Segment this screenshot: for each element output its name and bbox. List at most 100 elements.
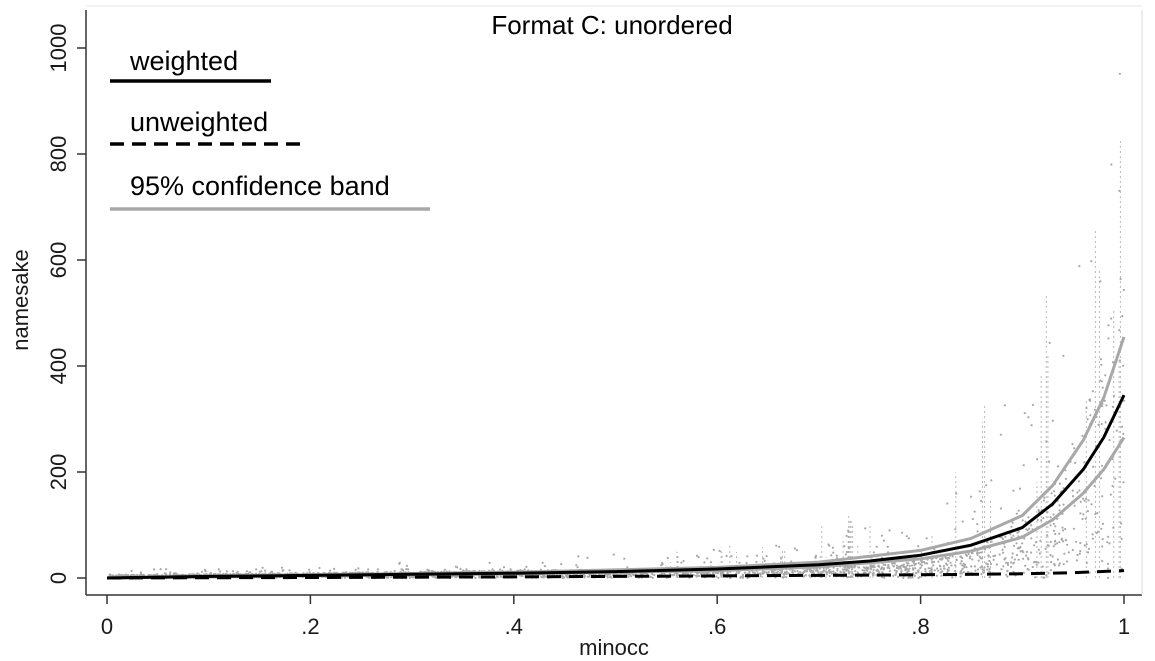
scatter-point — [1019, 545, 1022, 549]
scatter-point — [943, 567, 946, 570]
scatter-point — [696, 572, 700, 575]
scatter-point — [562, 576, 566, 579]
scatter-point — [1073, 504, 1076, 507]
scatter-point — [443, 568, 446, 571]
scatter-point — [954, 564, 957, 567]
scatter-point — [255, 568, 258, 571]
scatter-point — [949, 561, 952, 564]
scatter-point — [249, 571, 252, 574]
scatter-point — [588, 575, 591, 578]
y-tick-label: 400 — [46, 348, 71, 385]
scatter-point — [695, 554, 699, 557]
scatter-point — [853, 566, 856, 569]
scatter-point — [715, 575, 718, 578]
scatter-point — [946, 502, 949, 505]
scatter-point — [936, 567, 939, 570]
scatter-point — [954, 528, 957, 531]
scatter-point — [1010, 536, 1013, 539]
scatter-point — [1091, 390, 1094, 393]
scatter-point — [712, 548, 716, 552]
y-axis-title: namesake — [8, 249, 33, 351]
scatter-point — [648, 575, 651, 578]
scatter-point — [864, 571, 867, 574]
scatter-point — [919, 563, 922, 566]
scatter-point — [1049, 554, 1052, 557]
scatter-point — [944, 556, 947, 560]
scatter-point — [978, 551, 981, 554]
scatter-point — [1079, 512, 1082, 515]
scatter-point — [994, 554, 997, 557]
scatter-point — [1017, 530, 1021, 533]
scatter-point — [791, 571, 795, 574]
scatter-point — [947, 566, 950, 569]
scatter-point — [1052, 490, 1056, 493]
scatter-point — [989, 562, 993, 566]
scatter-point — [165, 573, 168, 576]
scatter-point — [541, 561, 544, 564]
scatter-point — [626, 566, 629, 569]
scatter-point — [778, 569, 782, 572]
scatter-point — [1022, 571, 1025, 575]
scatter-point — [1044, 547, 1047, 551]
scatter-point — [706, 557, 709, 560]
scatter-point — [775, 571, 778, 575]
scatter-point — [793, 570, 797, 573]
scatter-point — [914, 562, 918, 566]
scatter-point — [1030, 524, 1033, 527]
scatter-point — [851, 572, 854, 575]
legend: weighted unweighted 95% confidence band — [110, 46, 430, 211]
scatter-point — [1012, 534, 1015, 537]
scatter-point — [810, 571, 813, 574]
scatter-point — [990, 479, 993, 482]
scatter-point — [245, 570, 248, 573]
scatter-point — [872, 551, 875, 554]
scatter-point — [1079, 500, 1082, 503]
scatter-point — [376, 568, 379, 571]
scatter-point — [892, 565, 896, 568]
scatter-point — [566, 574, 569, 577]
scatter-point — [1082, 513, 1085, 516]
scatter-point — [965, 566, 968, 569]
scatter-point — [1002, 565, 1005, 568]
scatter-point — [1120, 425, 1124, 428]
scatter-point — [1073, 447, 1076, 450]
scatter-point — [845, 568, 849, 571]
scatter-point — [999, 507, 1003, 510]
scatter-point — [1086, 551, 1090, 554]
scatter-point — [1074, 540, 1078, 543]
scatter-point — [387, 576, 390, 579]
scatter-point — [1022, 557, 1025, 560]
x-tick-label: .6 — [708, 614, 726, 639]
scatter-point — [872, 568, 875, 572]
scatter-point — [928, 570, 931, 573]
scatter-point — [1017, 558, 1020, 561]
scatter-point — [964, 553, 968, 556]
scatter-point — [968, 557, 972, 560]
scatter-point — [875, 545, 878, 548]
scatter-point — [627, 575, 630, 578]
x-tick-label: .4 — [505, 614, 523, 639]
scatter-point — [812, 569, 815, 573]
scatter-point — [1063, 552, 1066, 555]
scatter-point — [1101, 538, 1104, 541]
scatter-point — [1078, 489, 1081, 492]
scatter-point — [821, 570, 825, 573]
scatter-point — [459, 567, 462, 571]
scatter-point — [1016, 531, 1019, 534]
scatter-point — [1101, 495, 1104, 498]
scatter-point — [776, 570, 780, 573]
legend-label: 95% confidence band — [130, 171, 390, 201]
scatter-point — [980, 499, 983, 503]
scatter-point — [902, 565, 905, 568]
scatter-point — [941, 570, 944, 573]
scatter-point — [1052, 545, 1055, 548]
scatter-point — [866, 566, 870, 569]
scatter-point — [1000, 536, 1003, 539]
scatter-point — [1054, 543, 1057, 546]
scatter-point — [998, 553, 1001, 556]
scatter-point — [1034, 576, 1037, 579]
legend-label: unweighted — [130, 107, 268, 137]
scatter-point — [978, 490, 981, 493]
scatter-point — [986, 563, 989, 566]
scatter-point — [525, 565, 528, 569]
